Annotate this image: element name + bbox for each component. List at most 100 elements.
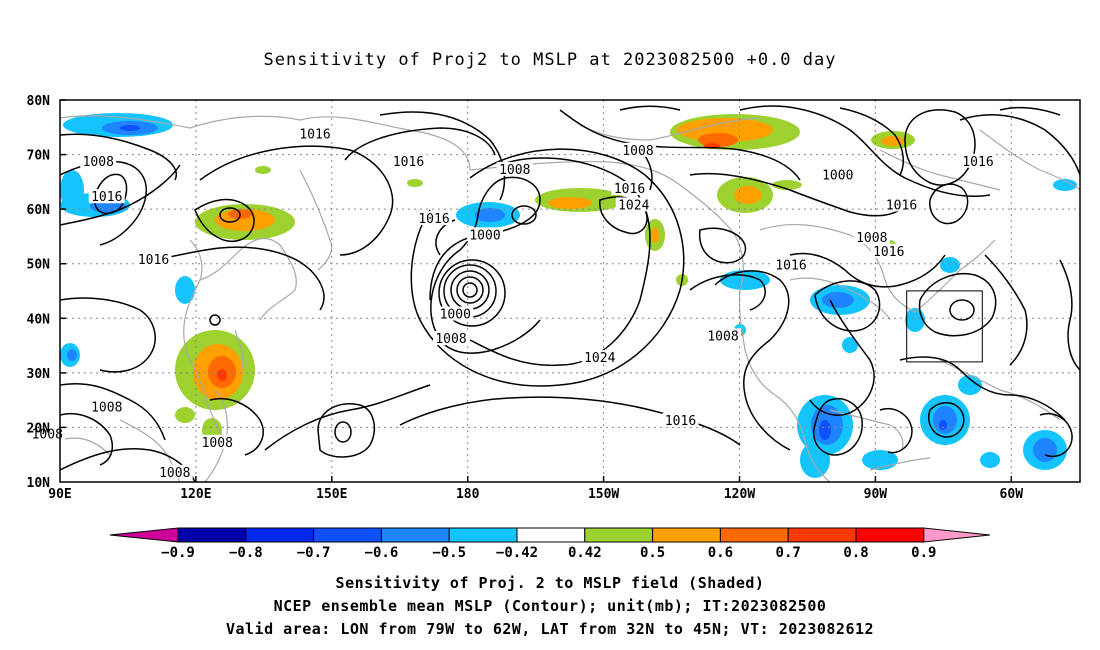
contour-label-bg bbox=[611, 181, 648, 196]
colorbar-swatch bbox=[516, 527, 586, 543]
contour-label: 1008 bbox=[622, 144, 653, 159]
contour-label-bg bbox=[88, 399, 125, 414]
colorbar-swatch bbox=[719, 527, 789, 543]
colorbar-low-triangle bbox=[109, 527, 179, 543]
contour-label: 1016 bbox=[614, 182, 645, 197]
contour-label-bg bbox=[80, 153, 117, 168]
colorbar: −0.9 −0.8 −0.7 −0.6 −0.5 −0.42 0.42 0.5 0.6 0.7 0.… bbox=[109, 527, 991, 561]
contour-label-bg bbox=[88, 189, 125, 204]
caption-line-1: Sensitivity of Proj. 2 to MSLP field (Sh… bbox=[335, 574, 765, 592]
contour-label: 1008 bbox=[707, 329, 738, 344]
contour-label-bg bbox=[870, 243, 907, 258]
colorbar-label: 0.8 bbox=[843, 545, 868, 561]
colorbar-swatch bbox=[652, 527, 721, 543]
contour-label: 1008 bbox=[435, 332, 466, 347]
contour-label: 1016 bbox=[873, 245, 904, 260]
longitude-labels: 90E 120E 150E 180 150W 120W 90W 60W bbox=[48, 487, 1023, 502]
contour-label-bg bbox=[199, 434, 236, 449]
colorbar-swatch bbox=[787, 527, 857, 543]
colorbar-label: −0.5 bbox=[432, 545, 466, 561]
sensitivity-shading bbox=[60, 113, 1077, 478]
contour-label-bg bbox=[705, 328, 741, 343]
contour-label: 1008 bbox=[32, 428, 63, 443]
lon-label: 90W bbox=[864, 487, 888, 502]
contour-label: 1008 bbox=[856, 231, 887, 246]
lat-label: 30N bbox=[27, 367, 51, 382]
colorbar-swatch bbox=[448, 527, 518, 543]
contour-label-bg bbox=[467, 227, 503, 242]
contour-label: 1016 bbox=[665, 414, 696, 429]
caption-line-3: Valid area: LON from 79W to 62W, LAT fro… bbox=[225, 620, 875, 638]
contour-label: 1016 bbox=[393, 155, 424, 170]
contour-label: 1024 bbox=[584, 351, 615, 366]
map-title: Sensitivity of Proj2 to MSLP at 20230825… bbox=[263, 50, 837, 70]
contour-label-bg bbox=[390, 153, 427, 168]
contour-label-bg bbox=[662, 412, 699, 427]
contour-label-bg bbox=[156, 464, 193, 479]
axis-ticks bbox=[60, 99, 1013, 482]
lat-label: 50N bbox=[27, 258, 51, 273]
contour-label: 1016 bbox=[886, 198, 917, 213]
contour-label: 1016 bbox=[418, 212, 449, 227]
map-frame bbox=[59, 99, 1081, 483]
colorbar-label: −0.42 bbox=[496, 545, 538, 561]
colorbar-swatch bbox=[313, 527, 382, 543]
lat-label: 60N bbox=[27, 203, 51, 218]
contour-label: 1008 bbox=[83, 155, 114, 170]
contour-label-bg bbox=[853, 230, 890, 245]
lat-label: 10N bbox=[27, 476, 51, 491]
colorbar-swatch bbox=[245, 527, 315, 543]
colorbar-label: −0.7 bbox=[297, 545, 331, 561]
contour-label-bg bbox=[29, 426, 66, 441]
contour-label-bg bbox=[437, 306, 474, 321]
lon-label: 150W bbox=[588, 487, 619, 502]
colorbar-swatch bbox=[584, 527, 654, 543]
contour-label: 1008 bbox=[91, 400, 122, 415]
contour-label: 1000 bbox=[822, 168, 853, 183]
contour-label-bg bbox=[433, 331, 469, 346]
lon-label: 180 bbox=[456, 487, 480, 502]
contour-label: 1016 bbox=[775, 258, 806, 273]
colorbar-label: −0.6 bbox=[365, 545, 399, 561]
lon-label: 120W bbox=[724, 487, 755, 502]
contour-label-bg bbox=[773, 257, 809, 272]
colorbar-swatch bbox=[855, 527, 925, 543]
lat-label: 20N bbox=[27, 421, 51, 436]
contour-label: 1016 bbox=[138, 253, 169, 268]
contour-label: 1000 bbox=[440, 308, 471, 323]
lat-lon-grid bbox=[60, 100, 1080, 482]
contour-label-bg bbox=[819, 167, 856, 182]
lon-label: 150E bbox=[316, 487, 347, 502]
contour-label: 1008 bbox=[202, 436, 233, 451]
contour-label-bg bbox=[620, 142, 656, 157]
colorbar-label: 0.5 bbox=[640, 545, 665, 561]
contour-label-bg bbox=[416, 211, 452, 226]
contour-label: 1016 bbox=[91, 190, 122, 205]
colorbar-label: 0.42 bbox=[568, 545, 602, 561]
colorbar-label: 0.7 bbox=[776, 545, 801, 561]
contour-label: 1000 bbox=[469, 228, 500, 243]
colorbar-swatch bbox=[177, 527, 247, 543]
contour-label-bg bbox=[135, 251, 172, 266]
contour-label: 1008 bbox=[499, 163, 530, 178]
contour-label: 1008 bbox=[159, 466, 190, 481]
colorbar-label: 0.9 bbox=[911, 545, 936, 561]
caption-line-2: NCEP ensemble mean MSLP (Contour); unit(… bbox=[273, 597, 827, 615]
valid-area-box bbox=[906, 290, 983, 363]
lat-label: 80N bbox=[27, 94, 51, 109]
contour-label-bg bbox=[496, 161, 533, 176]
contour-label-bg bbox=[960, 153, 996, 168]
lat-label: 40N bbox=[27, 312, 51, 327]
colorbar-swatch bbox=[380, 527, 450, 543]
colorbar-label: −0.8 bbox=[229, 545, 263, 561]
lon-label: 90E bbox=[48, 487, 71, 502]
contour-label: 1016 bbox=[299, 127, 330, 142]
colorbar-label: −0.9 bbox=[161, 545, 195, 561]
lat-label: 70N bbox=[27, 149, 51, 164]
contour-label: 1024 bbox=[618, 198, 649, 213]
latitude-labels: 80N 70N 60N 50N 40N 30N 20N 10N bbox=[27, 94, 51, 491]
contour-label-bg bbox=[883, 197, 920, 212]
contour-label: 1016 bbox=[962, 155, 993, 170]
